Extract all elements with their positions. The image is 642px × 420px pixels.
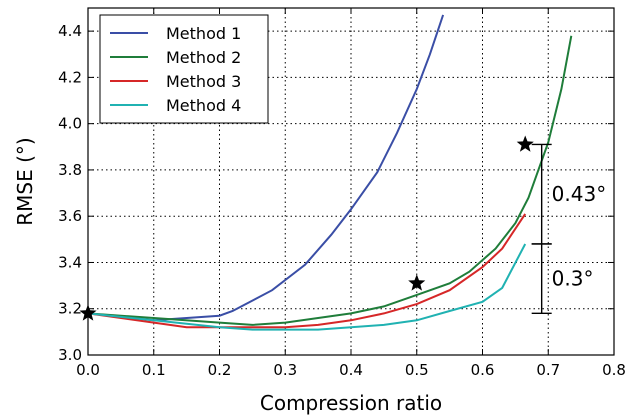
star-marker xyxy=(408,274,426,291)
x-tick-label: 0.5 xyxy=(405,361,429,379)
y-axis-label: RMSE (°) xyxy=(13,137,37,225)
legend-label: Method 3 xyxy=(166,72,241,91)
series-line-method-4 xyxy=(88,243,527,331)
axis-ticks: 0.0 0.1 0.2 0.3 0.4 0.5 0.6 0.7 0.8 3.0 3.2 3.4 3.6 3… xyxy=(58,8,626,379)
y-tick-label: 4.4 xyxy=(58,22,82,40)
x-tick-label: 0.8 xyxy=(602,361,626,379)
y-tick-label: 4.2 xyxy=(58,68,82,86)
legend-label: Method 4 xyxy=(166,96,241,115)
annotation-label: 0.3° xyxy=(552,267,594,291)
y-tick-label: 3.0 xyxy=(58,346,82,364)
x-axis-label: Compression ratio xyxy=(260,391,442,415)
grid xyxy=(88,8,614,355)
series-lines xyxy=(88,14,573,331)
y-tick-label: 3.6 xyxy=(58,207,82,225)
y-tick-label: 3.8 xyxy=(58,161,82,179)
star-markers xyxy=(79,135,534,321)
legend-label: Method 1 xyxy=(166,24,241,43)
x-tick-label: 0.7 xyxy=(536,361,560,379)
x-tick-label: 0.4 xyxy=(339,361,363,379)
y-tick-label: 3.2 xyxy=(58,300,82,318)
annotation-label: 0.43° xyxy=(552,182,607,206)
x-tick-label: 0.6 xyxy=(471,361,495,379)
series-line-method-1 xyxy=(88,14,445,322)
x-tick-label: 0.1 xyxy=(142,361,166,379)
star-marker xyxy=(516,135,534,152)
x-tick-label: 0.2 xyxy=(208,361,232,379)
y-tick-label: 4.0 xyxy=(58,115,82,133)
legend: Method 1 Method 2 Method 3 Method 4 xyxy=(99,14,269,124)
series-line-method-2 xyxy=(88,35,573,326)
legend-label: Method 2 xyxy=(166,48,241,67)
x-tick-label: 0.3 xyxy=(273,361,297,379)
annotations: 0.43° 0.3° xyxy=(531,143,607,315)
series-line-method-3 xyxy=(88,213,527,329)
x-tick-label: 0.0 xyxy=(76,361,100,379)
y-tick-label: 3.4 xyxy=(58,253,82,271)
